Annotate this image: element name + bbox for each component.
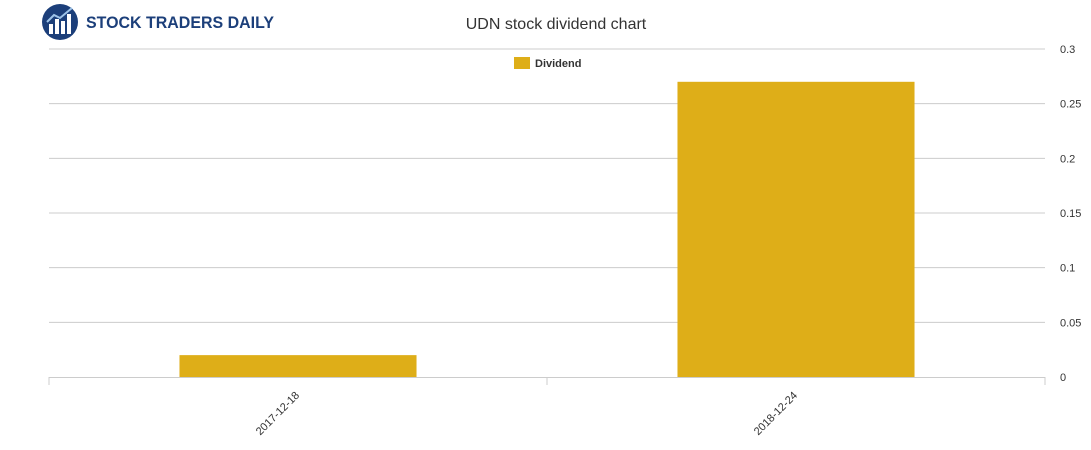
legend-swatch: [514, 57, 530, 69]
y-tick-label: 0.1: [1060, 263, 1075, 275]
chart-title: UDN stock dividend chart: [466, 16, 647, 33]
logo-bar-icon: [55, 19, 59, 34]
brand-name: STOCK TRADERS DAILY: [86, 13, 275, 32]
x-tick-label: 2018-12-24: [752, 390, 800, 438]
y-tick-label: 0.3: [1060, 44, 1075, 56]
x-tick-label: 2017-12-18: [254, 390, 302, 438]
dividend-bar: [677, 81, 915, 378]
logo-bar-icon: [49, 24, 53, 34]
stock-traders-daily-logo: STOCK TRADERS DAILY: [42, 4, 275, 40]
y-axis-ticks: 0 0.05 0.1 0.15 0.2 0.25 0.3: [1060, 44, 1081, 384]
y-tick-label: 0.05: [1060, 317, 1081, 329]
y-tick-label: 0.15: [1060, 208, 1081, 220]
x-axis: 2017-12-18 2018-12-24: [48, 377, 1046, 438]
y-tick-label: 0.2: [1060, 153, 1075, 165]
y-tick-label: 0.25: [1060, 99, 1081, 111]
logo-trend-icon: [46, 7, 73, 23]
legend: Dividend: [514, 57, 581, 70]
logo-bar-icon: [61, 21, 65, 34]
logo-bar-icon: [67, 14, 71, 34]
legend-label: Dividend: [535, 58, 581, 70]
dividend-bar: [179, 355, 417, 377]
y-tick-label: 0: [1060, 372, 1066, 384]
bars: [179, 81, 915, 378]
